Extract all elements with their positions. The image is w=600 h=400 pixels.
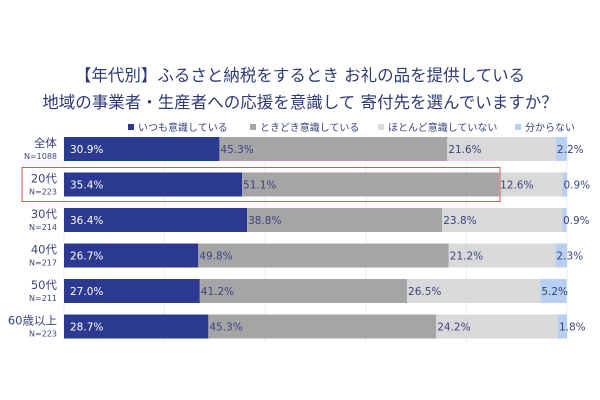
bar-segment <box>555 137 567 161</box>
bar-segment <box>448 243 556 268</box>
bar-segment <box>199 279 408 303</box>
data-label: 1.8% <box>559 322 586 334</box>
bar-segment <box>64 208 248 232</box>
data-label: 24.2% <box>437 322 470 334</box>
legend-swatch <box>515 124 521 130</box>
category-label: 30代 <box>31 207 58 221</box>
bar-segment <box>198 243 449 268</box>
bar-segment <box>219 137 448 161</box>
bar-segment <box>64 279 200 303</box>
bar-segment <box>64 172 243 197</box>
bar-segment <box>499 172 563 197</box>
data-label: 28.7% <box>70 322 103 334</box>
sample-size-label: N=217 <box>29 259 57 268</box>
bar-segment <box>247 208 443 232</box>
highlight-box <box>21 167 501 202</box>
category-label: 60歳以上 <box>8 314 57 328</box>
bar-segment <box>64 137 220 161</box>
bar-segment <box>436 314 558 339</box>
legend-swatch <box>250 124 256 130</box>
data-label: 0.9% <box>563 180 590 192</box>
bar-segment <box>557 314 567 339</box>
data-label: 36.4% <box>70 215 103 227</box>
data-label: 49.8% <box>199 251 232 263</box>
legend-label: いつも意識している <box>138 121 228 134</box>
bar-segment <box>64 243 199 268</box>
data-label: 21.6% <box>448 144 481 156</box>
sample-size-label: N=214 <box>29 223 57 232</box>
legend-swatch <box>378 124 384 130</box>
bar-segment <box>562 172 567 197</box>
data-label: 51.1% <box>243 180 276 192</box>
chart-title-line-1: 【年代別】ふるさと納税をするとき お礼の品を提供している <box>74 66 526 85</box>
legend-label: ほとんど意識していない <box>388 121 497 134</box>
category-label: 全体 <box>34 136 57 150</box>
data-label: 38.8% <box>248 215 281 227</box>
sample-size-label: N=1088 <box>24 152 57 161</box>
bar-segment <box>555 243 567 268</box>
bar-segment <box>442 208 562 232</box>
data-label: 45.3% <box>220 144 253 156</box>
bar-segment <box>407 279 541 303</box>
legend-label: ときどき意識している <box>260 121 359 134</box>
data-label: 5.2% <box>541 286 568 298</box>
data-label: 26.7% <box>70 251 103 263</box>
data-label: 45.3% <box>209 322 242 334</box>
data-label: 2.2% <box>557 144 584 156</box>
bar-segment <box>561 208 567 232</box>
data-label: 30.9% <box>70 144 103 156</box>
data-label: 0.9% <box>563 215 590 227</box>
data-label: 41.2% <box>201 286 234 298</box>
sample-size-label: N=223 <box>29 330 57 339</box>
legend-label: 分からない <box>525 122 575 134</box>
data-label: 23.8% <box>443 215 476 227</box>
bar-segment <box>208 314 437 339</box>
bar-segment <box>447 137 556 161</box>
data-label: 12.6% <box>500 180 533 192</box>
chart-title-line-2: 地域の事業者・生産者への応援を意識して 寄付先を選んでいますか？ <box>42 93 558 112</box>
data-label: 26.5% <box>408 286 441 298</box>
data-label: 2.3% <box>556 251 583 263</box>
data-label: 21.2% <box>450 251 483 263</box>
category-label: 20代 <box>31 172 58 186</box>
category-label: 50代 <box>31 278 58 292</box>
sample-size-label: N=211 <box>29 294 57 303</box>
bar-segment <box>64 314 209 339</box>
bar-segment <box>242 172 500 197</box>
legend-swatch <box>128 124 134 130</box>
bar-segment <box>540 279 567 303</box>
data-label: 27.0% <box>70 286 103 298</box>
sample-size-label: N=223 <box>29 188 57 197</box>
data-label: 35.4% <box>70 180 103 192</box>
category-label: 40代 <box>31 243 58 257</box>
